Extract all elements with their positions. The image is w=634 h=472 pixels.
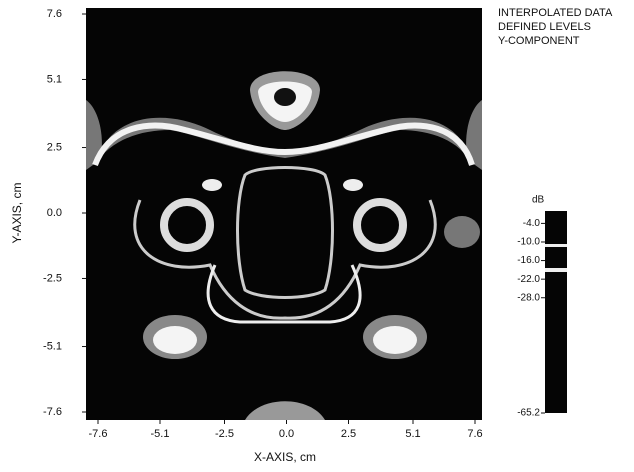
colorbar-band [545,244,567,247]
contour-line [160,198,214,252]
x-tick-label: 0.0 [279,428,294,440]
title: INTERPOLATED DATA DEFINED LEVELS Y-COMPO… [498,7,613,47]
y-tick-label: -7.6 [43,406,62,418]
contour-region [444,216,480,248]
x-axis-label: X-AXIS, cm [254,450,316,464]
contour-field [86,71,482,420]
title-line: DEFINED LEVELS [498,21,591,33]
x-tick-label: 2.5 [341,428,356,440]
x-tick-label: 5.1 [405,428,420,440]
x-tick-label: -2.5 [215,428,234,440]
contour-line [92,122,475,167]
contour-region [245,401,325,420]
y-tick-label: -2.5 [43,272,62,284]
colorbar-tick-label: -28.0 [517,292,540,303]
colorbar-tick-label: -22.0 [517,274,540,285]
y-axis-label: Y-AXIS, cm [10,183,24,244]
title-line: Y-COMPONENT [498,35,580,47]
contour-line [236,166,334,299]
x-tick-label: -7.6 [89,428,108,440]
contour-region [153,326,197,354]
y-tick-label: -5.1 [43,340,62,352]
contour-region [373,326,417,354]
y-tick-label: 5.1 [47,73,62,85]
contour-region [274,88,296,106]
title-line: INTERPOLATED DATA [498,7,613,19]
x-tick-label: -5.1 [151,428,170,440]
contour-region [343,179,363,191]
x-tick-label: 7.6 [467,428,482,440]
y-tick-label: 0.0 [47,207,62,219]
y-tick-label: 2.5 [47,141,62,153]
contour-line [353,198,407,252]
colorbar-bar [545,211,567,413]
colorbar-label: dB [532,195,545,206]
colorbar-tick-label: -4.0 [523,218,541,229]
contour-line [206,264,362,324]
colorbar: dB -4.0 -10.0 -16.0 -22.0 -28.0 -65.2 [517,195,567,419]
colorbar-tick-label: -10.0 [517,237,540,248]
y-tick-label: 7.6 [47,8,62,20]
colorbar-tick-label: -16.0 [517,255,540,266]
contour-region [202,179,222,191]
colorbar-tick-label: -65.2 [517,408,540,419]
contour-line [133,199,437,320]
colorbar-band [545,268,567,272]
